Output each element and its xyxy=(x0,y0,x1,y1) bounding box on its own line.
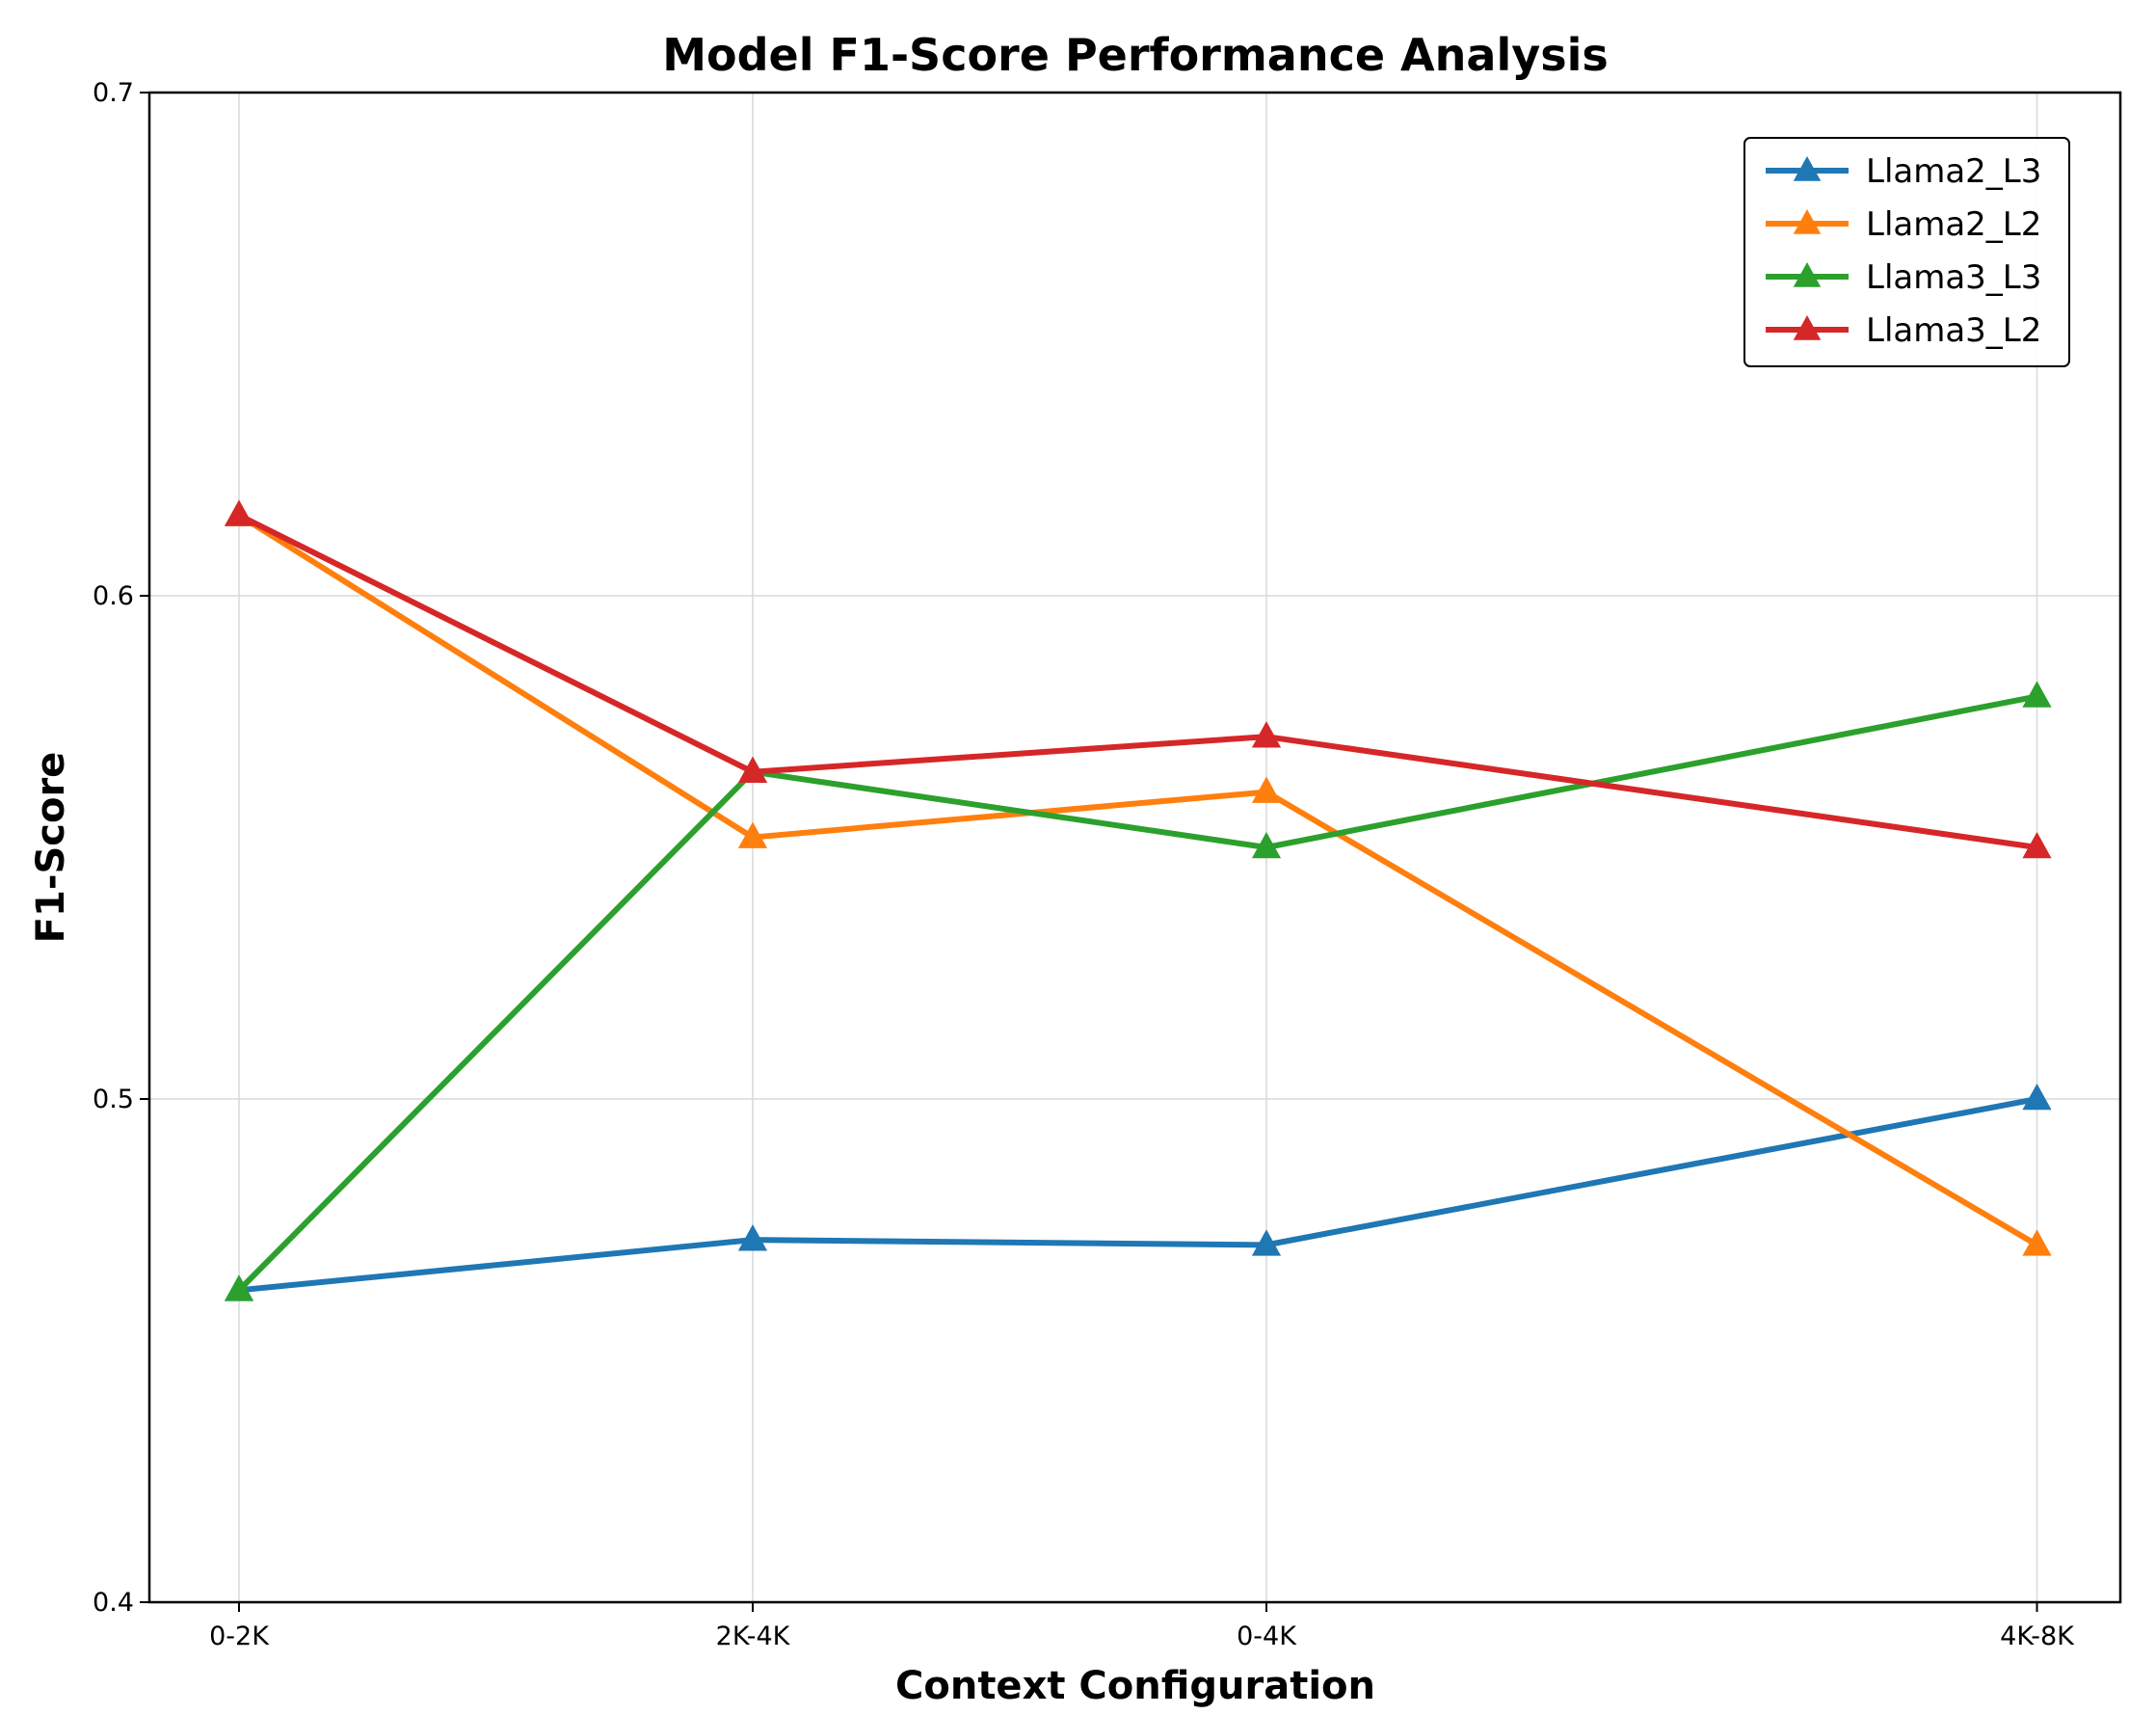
x-axis-label: Context Configuration xyxy=(895,1664,1375,1708)
series-llama3-l3 xyxy=(224,681,2052,1301)
y-tick-label: 0.5 xyxy=(93,1085,134,1114)
series-line-llama3-l3 xyxy=(236,693,2040,1294)
y-tick-label: 0.4 xyxy=(93,1588,134,1618)
legend-marker-llama2-l3 xyxy=(1793,156,1822,181)
x-tick-label: 2K-4K xyxy=(716,1621,791,1651)
legend-label-llama3-l3: Llama3_L3 xyxy=(1866,258,2041,297)
x-tick-label: 4K-8K xyxy=(2000,1621,2075,1651)
series-line-llama2-l2 xyxy=(236,512,2040,1248)
data-point-llama3-l2 xyxy=(737,756,768,783)
legend-label-llama3-l2: Llama3_L2 xyxy=(1866,311,2041,350)
data-point-llama3-l2 xyxy=(2022,831,2052,859)
data-point-llama3-l2 xyxy=(1251,721,1282,748)
legend-label-llama2-l2: Llama2_L2 xyxy=(1866,205,2041,244)
y-tick-label: 0.7 xyxy=(93,78,134,108)
legend-marker-llama3-l2 xyxy=(1793,315,1822,340)
series-llama2-l2 xyxy=(224,499,2052,1256)
legend-marker-llama3-l3 xyxy=(1793,262,1822,287)
y-axis-label: F1-Score xyxy=(29,752,73,944)
legend-marker-llama2-l2 xyxy=(1793,209,1822,234)
data-point-llama2-l3 xyxy=(737,1224,768,1251)
data-point-llama2-l2 xyxy=(1251,776,1282,803)
chart-title: Model F1-Score Performance Analysis xyxy=(662,29,1608,81)
x-tick-label: 0-2K xyxy=(209,1621,270,1651)
series-line-llama2-l3 xyxy=(236,1096,2040,1294)
data-point-llama3-l3 xyxy=(2022,681,2052,708)
y-tick-label: 0.6 xyxy=(93,581,134,611)
data-point-llama3-l2 xyxy=(224,499,254,526)
plot-area-frame xyxy=(147,91,2122,1604)
series-llama2-l3 xyxy=(224,1083,2052,1301)
x-tick-label: 0-4K xyxy=(1237,1621,1297,1651)
x-axis-ticks: 0-2K 2K-4K 0-4K 4K-8K xyxy=(209,1602,2075,1651)
data-point-llama2-l3 xyxy=(2022,1083,2052,1111)
data-point-llama2-l2 xyxy=(2022,1229,2052,1256)
series-llama3-l2 xyxy=(224,499,2052,859)
legend: Llama2_L3 Llama2_L2 Llama3_L3 Llama3_L2 xyxy=(1743,137,2070,367)
y-axis-ticks: 0.4 0.5 0.6 0.7 xyxy=(93,78,149,1618)
data-point-llama2-l3 xyxy=(1251,1229,1282,1256)
data-point-llama3-l3 xyxy=(224,1274,254,1301)
data-point-llama2-l2 xyxy=(737,821,768,848)
legend-box xyxy=(1743,137,2070,367)
series-line-llama3-l2 xyxy=(236,512,2040,850)
legend-label-llama2-l3: Llama2_L3 xyxy=(1866,152,2041,191)
series-layer xyxy=(224,499,2052,1301)
data-point-llama3-l3 xyxy=(1251,831,1282,859)
